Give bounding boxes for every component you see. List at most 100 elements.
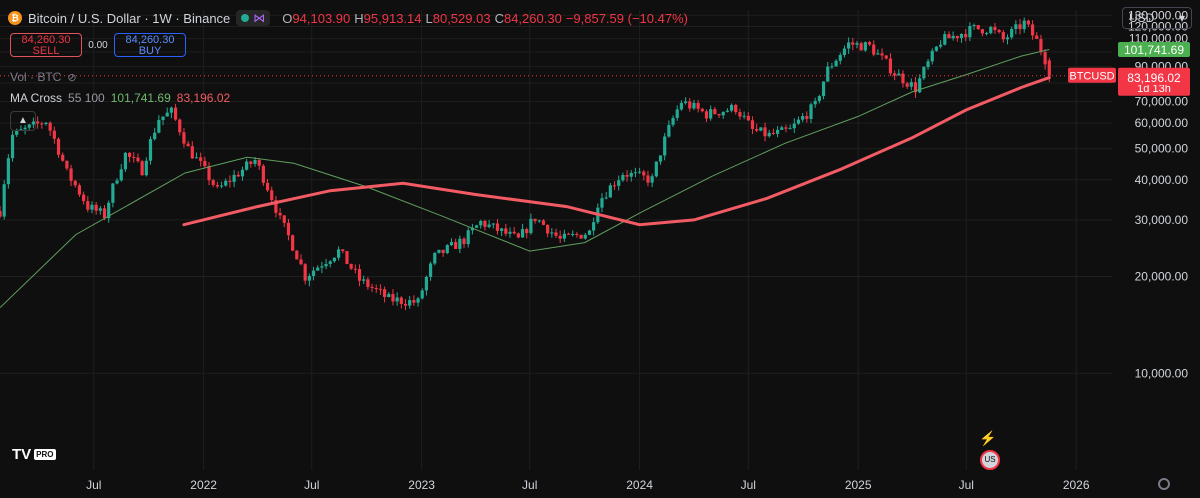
candle-body [989, 27, 993, 34]
candle-body [236, 174, 240, 177]
candle-body [1026, 20, 1030, 25]
candle-body [428, 263, 433, 277]
candle-body [357, 269, 362, 281]
candle-body [964, 34, 968, 38]
candle-body [939, 44, 943, 47]
candle-body [295, 250, 299, 260]
time-tick-label: Jul [304, 478, 319, 492]
candle-body [550, 232, 554, 234]
candle-body [1022, 20, 1026, 30]
candle-body [257, 160, 261, 166]
candle-body [533, 218, 537, 222]
candle-body [901, 73, 905, 84]
sell-button[interactable]: 84,260.30 SELL [10, 33, 82, 57]
candle-body [771, 132, 775, 134]
candle-body [554, 232, 558, 236]
candle-body [228, 180, 232, 182]
candle-body [579, 234, 583, 239]
candle-body [90, 204, 94, 210]
grid-lines [0, 10, 1112, 470]
candle-body [834, 60, 838, 67]
candle-body [412, 300, 416, 303]
ma-cross-indicator[interactable]: MA Cross 55 100 101,741.69 83,196.02 [10, 91, 230, 105]
price-tick-label: 50,000.00 [1135, 142, 1189, 156]
currency-select[interactable]: USD ▾ [1122, 7, 1192, 29]
candle-body [713, 109, 717, 115]
eye-hidden-icon[interactable]: ⊘ [67, 71, 77, 84]
chevron-up-icon: ▲ [18, 115, 28, 126]
candle-body [926, 61, 930, 68]
us-flag-icon[interactable]: US [980, 450, 1000, 470]
candle-body [483, 221, 487, 227]
candle-body [345, 250, 349, 265]
candle-body [667, 124, 671, 137]
candle-body [683, 101, 688, 103]
candle-body [867, 42, 872, 45]
candle-body [750, 120, 755, 129]
candle-body [500, 228, 504, 231]
candle-body [888, 58, 893, 74]
candle-body [1039, 39, 1043, 53]
candle-body [82, 194, 86, 202]
time-axis[interactable]: Jul 2022 Jul 2023 Jul 2024 Jul 2025 Jul 2026 [86, 478, 1090, 492]
candle-body [98, 208, 102, 211]
candle-body [688, 101, 692, 109]
price-label-box [1118, 70, 1190, 86]
candle-body [6, 158, 10, 185]
candle-body [650, 176, 654, 183]
symbol-title[interactable]: Bitcoin / U.S. Dollar · 1W · Binance [28, 10, 231, 26]
volume-indicator[interactable]: Vol · BTC ⊘ [10, 70, 77, 84]
candle-body [675, 109, 679, 118]
candle-body [153, 132, 157, 140]
candle-body [48, 122, 52, 131]
lightning-icon[interactable]: ⚡ [979, 430, 997, 446]
candle-body [767, 132, 771, 137]
market-status[interactable]: ⋈ [236, 10, 271, 26]
candle-body [52, 130, 56, 139]
candle-body [646, 175, 650, 183]
candle-body [307, 275, 311, 281]
candle-body [123, 152, 128, 170]
candle-body [77, 185, 82, 195]
candle-body [253, 160, 257, 164]
candle-body [1001, 32, 1005, 40]
candle-body [178, 119, 182, 133]
candle-body [512, 231, 516, 234]
candle-body [19, 129, 23, 131]
candle-body [474, 225, 479, 228]
candle-body [612, 185, 617, 187]
candle-body [984, 33, 989, 35]
candle-body [341, 249, 345, 251]
candle-body [274, 200, 278, 213]
candle-body [433, 252, 437, 264]
candle-body [571, 233, 575, 235]
candle-body [211, 180, 215, 185]
candle-body [817, 96, 821, 101]
buy-button[interactable]: 84,260.30 BUY [114, 33, 186, 57]
currency-value: USD [1129, 11, 1155, 25]
candle-body [1035, 35, 1039, 40]
collapse-legend-button[interactable]: ▲ [10, 111, 36, 131]
candle-body [374, 287, 378, 289]
price-axis[interactable]: 10,000.00 20,000.00 30,000.00 40,000.00 50,0… [1128, 8, 1188, 380]
market-open-dot-icon [241, 14, 250, 22]
candle-body [951, 35, 955, 39]
candle-body [27, 124, 31, 128]
price-label-text: 101,741.69 [1124, 43, 1184, 57]
candle-body [529, 218, 533, 234]
candle-body [934, 46, 939, 51]
candle-body [600, 198, 604, 208]
gear-icon[interactable] [1158, 478, 1170, 490]
candle-body [403, 303, 408, 306]
candle-body [546, 224, 550, 234]
candle-body [1005, 37, 1010, 40]
candle-body [466, 230, 470, 245]
candle-body [173, 107, 178, 120]
chevron-down-icon: ▾ [1178, 11, 1185, 25]
candle-body [801, 116, 805, 120]
candle-body [717, 114, 721, 116]
candle-body [537, 220, 541, 222]
candle-body [441, 249, 445, 254]
candle-body [617, 180, 621, 186]
